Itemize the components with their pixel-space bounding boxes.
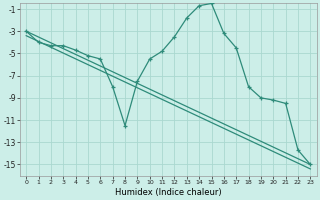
X-axis label: Humidex (Indice chaleur): Humidex (Indice chaleur) [115,188,221,197]
